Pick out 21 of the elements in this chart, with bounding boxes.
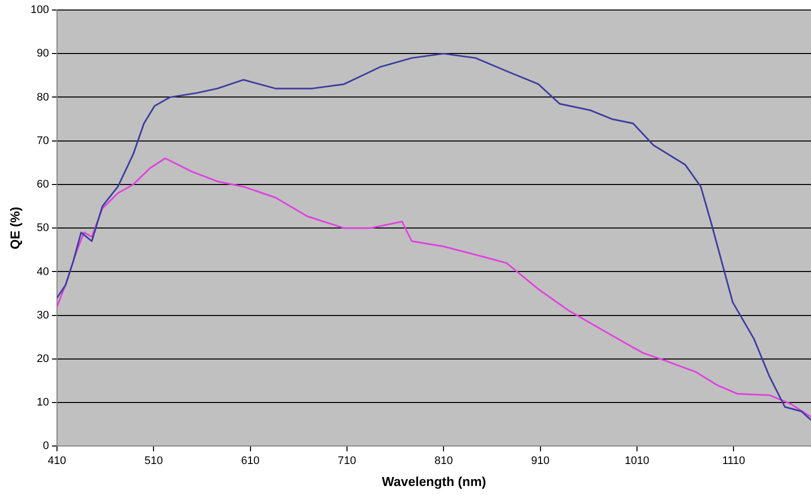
x-tick-label: 510 — [144, 454, 163, 467]
y-tick-label: 30 — [36, 309, 49, 322]
y-tick-label: 0 — [42, 440, 49, 452]
y-tick-label: 50 — [36, 222, 49, 234]
y-tick-label: 40 — [36, 266, 49, 278]
y-tick-label: 20 — [36, 352, 49, 365]
x-tick-label: 610 — [241, 454, 260, 467]
x-axis-title: Wavelength (nm) — [382, 474, 486, 489]
y-tick-label: 10 — [36, 396, 49, 409]
y-tick-label: 60 — [36, 178, 49, 191]
x-tick-label: 810 — [434, 454, 453, 467]
x-tick-label: 410 — [48, 454, 66, 467]
y-tick-label: 90 — [36, 48, 49, 60]
y-tick-label: 70 — [36, 134, 49, 147]
y-tick-label: 80 — [36, 91, 49, 104]
x-tick-label: 910 — [531, 454, 550, 467]
x-tick-label: 710 — [338, 454, 356, 467]
x-tick-label: 1010 — [624, 454, 650, 467]
y-tick-label: 100 — [30, 4, 49, 16]
y-axis-title: QE (%) — [7, 206, 22, 250]
x-tick-label: 1110 — [722, 454, 746, 467]
